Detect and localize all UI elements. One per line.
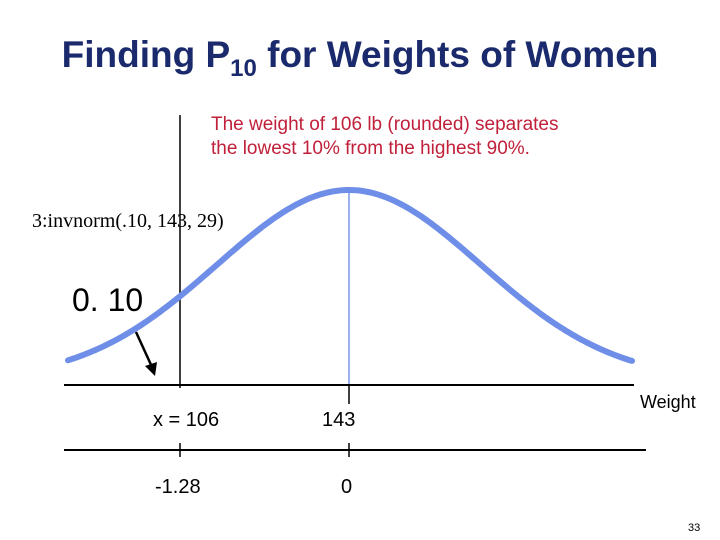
z-mean-label: 0 [341,476,353,498]
note-line-2: the lowest 10% from the highest 90%. [211,138,530,159]
x-value-label: x = 106 [153,409,220,431]
tail-area-label: 0. 10 [72,282,144,318]
note-line-1: The weight of 106 lb (rounded) separates [211,114,559,135]
area-arrow-head [145,362,157,376]
slide-number: 33 [688,522,701,534]
bell-curve [65,187,635,364]
z-score-label: -1.28 [155,476,201,498]
mean-value-label: 143 [322,409,356,431]
calculator-command: 3:invnorm(.10, 143, 29) [32,210,224,232]
area-arrow [134,331,154,368]
slide-title: Finding P10 for Weights of Women [61,34,659,82]
explanation-note: The weight of 106 lb (rounded) separates… [211,113,671,161]
axis-unit-label: Weight [640,392,696,412]
